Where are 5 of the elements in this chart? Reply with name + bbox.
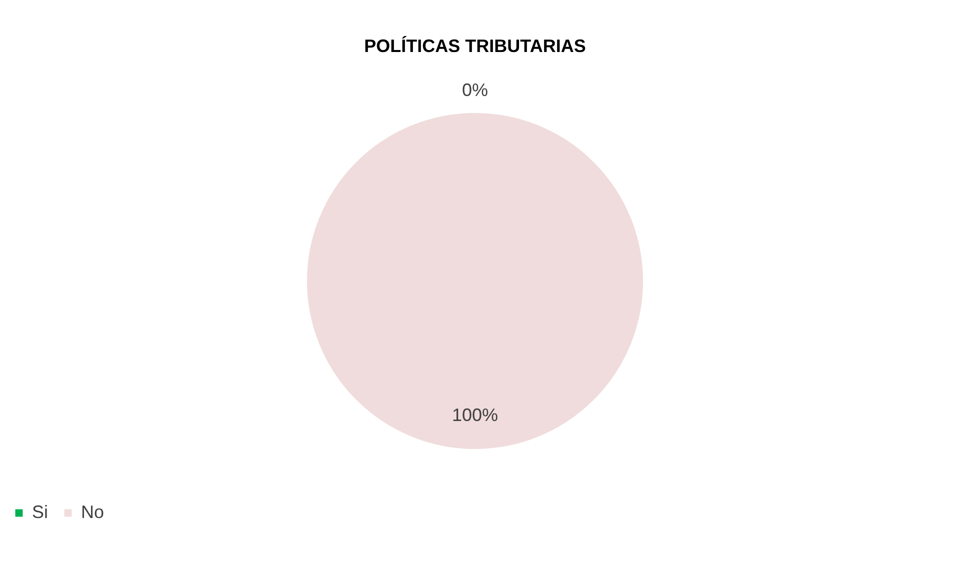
- legend-label: No: [81, 502, 104, 522]
- text: 0%: [462, 80, 488, 100]
- data-label: 100%: [452, 405, 498, 425]
- chart-title: POLÍTICAS TRIBUTARIAS: [364, 36, 586, 56]
- legend-label: Si: [32, 502, 48, 522]
